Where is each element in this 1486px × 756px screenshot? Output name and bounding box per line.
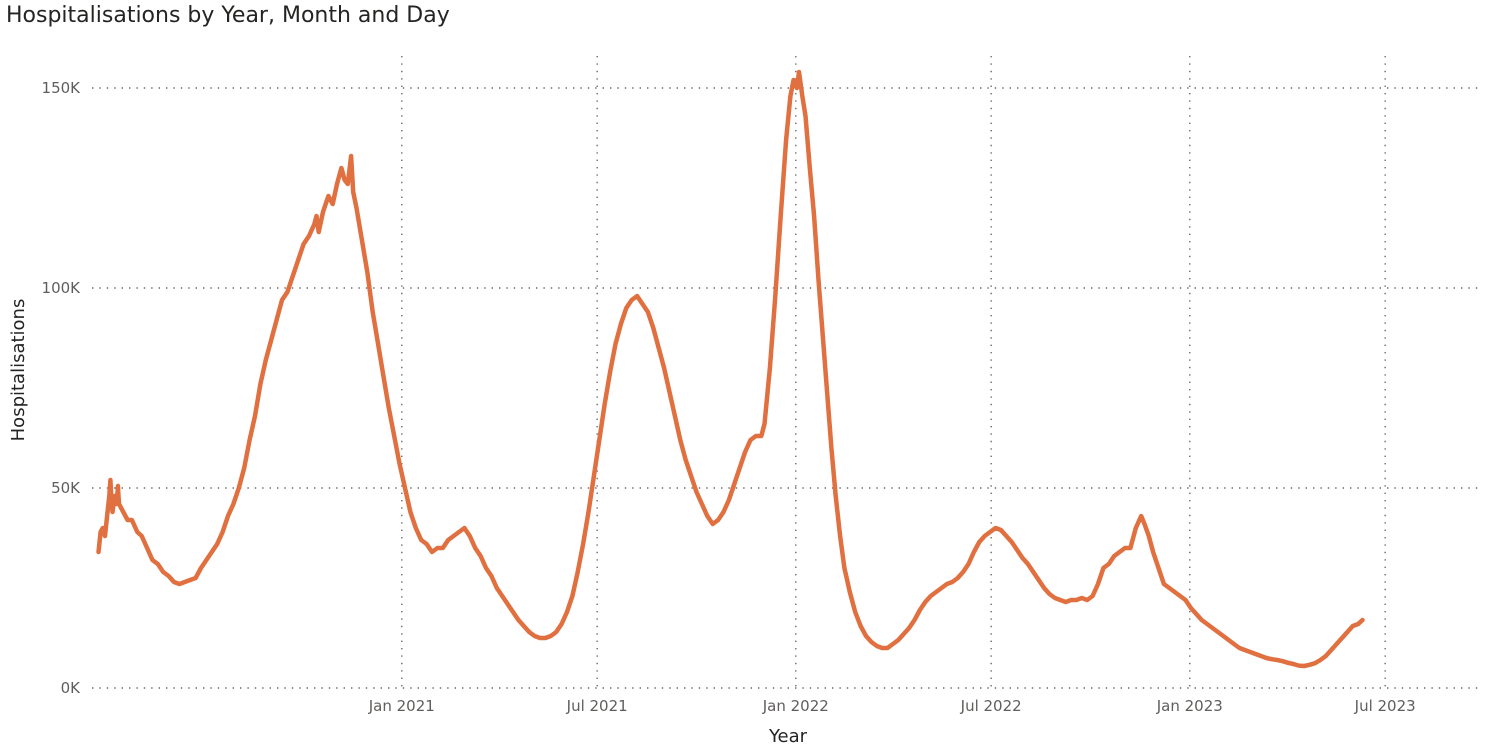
x-tick-label: Jan 2023 bbox=[1156, 697, 1223, 715]
y-tick-label: 100K bbox=[42, 279, 82, 297]
series-line-hospitalisations[interactable] bbox=[96, 69, 1365, 669]
chart-title: Hospitalisations by Year, Month and Day bbox=[6, 3, 450, 28]
x-tick-label: Jul 2023 bbox=[1354, 697, 1416, 715]
y-axis-title: Hospitalisations bbox=[8, 299, 29, 442]
series-layer bbox=[96, 69, 1365, 669]
x-tick-label: Jan 2021 bbox=[368, 697, 435, 715]
x-axis-title: Year bbox=[768, 726, 808, 747]
y-axis-tick-labels: 0K 50K 100K 150K bbox=[42, 79, 82, 697]
x-tick-label: Jul 2021 bbox=[566, 697, 628, 715]
x-tick-label: Jan 2022 bbox=[762, 697, 829, 715]
y-gridlines bbox=[92, 87, 1478, 689]
y-tick-label: 150K bbox=[42, 79, 82, 97]
x-gridlines bbox=[401, 56, 1386, 688]
y-tick-label: 0K bbox=[61, 679, 82, 697]
y-tick-label: 50K bbox=[51, 479, 81, 497]
x-tick-label: Jul 2022 bbox=[960, 697, 1022, 715]
x-axis-tick-labels: Jan 2021 Jul 2021 Jan 2022 Jul 2022 Jan 2023… bbox=[368, 697, 1416, 715]
